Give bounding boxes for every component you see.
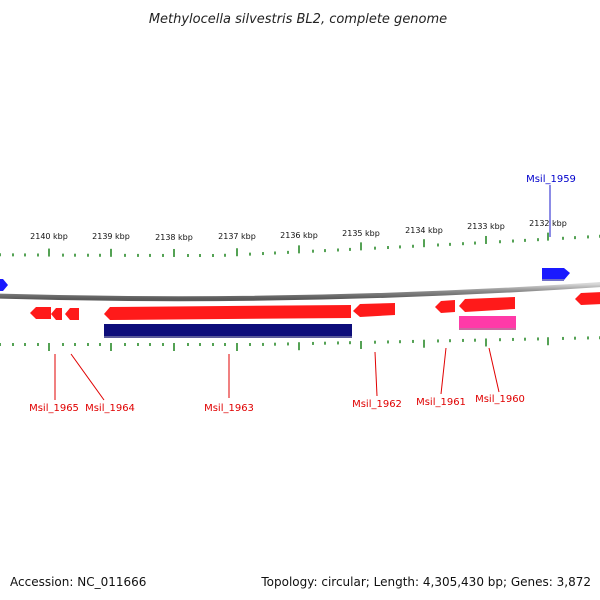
gene-msil-1963[interactable] [104,305,351,320]
genome-backbone [0,282,600,302]
gene-forward-edge[interactable] [0,279,8,291]
accession-text: Accession: NC_011666 [10,575,146,589]
gene-msil-1965a[interactable] [30,307,51,319]
genome-summary-text: Topology: circular; Length: 4,305,430 bp… [260,575,591,589]
forward-strand [0,268,570,291]
label-msil-1963[interactable]: Msil_1963 [204,403,254,414]
gene-msil-1965b[interactable] [51,308,62,320]
scale-label-2138: 2138 kbp [155,233,193,242]
leader-msil-1962 [374,351,378,397]
rna-msil-1960-shadow [459,328,516,330]
leader-msil-1961 [440,347,447,395]
scale-labels: 2140 kbp 2139 kbp 2138 kbp 2137 kbp 2136… [30,219,567,242]
lower-tick-ring [0,336,600,351]
cds-msil-1963[interactable] [104,324,352,337]
reverse-strand [30,292,600,338]
scale-label-2134: 2134 kbp [405,226,443,235]
upper-tick-ring [0,232,600,257]
scale-label-2137: 2137 kbp [218,232,256,241]
gene-msil-1962[interactable] [353,303,395,317]
scale-label-2135: 2135 kbp [342,229,380,238]
gene-msil-1964[interactable] [65,308,79,320]
scale-label-2132: 2132 kbp [529,219,567,228]
gene-msil-1960[interactable] [459,297,515,312]
map-title: Methylocella silvestris BL2, complete ge… [149,12,447,27]
scale-label-2133: 2133 kbp [467,222,505,231]
label-msil-1964[interactable]: Msil_1964 [85,403,135,414]
cds-msil-1963-shadow [104,336,352,338]
gene-reverse-edge[interactable] [575,292,600,305]
label-msil-1965[interactable]: Msil_1965 [29,403,79,414]
scale-label-2136: 2136 kbp [280,231,318,240]
label-msil-1960[interactable]: Msil_1960 [475,394,525,405]
label-msil-1959[interactable]: Msil_1959 [526,174,576,185]
gene-msil-1959-shadow [542,279,564,281]
leader-msil-1960 [488,347,500,393]
gene-msil-1959[interactable] [542,268,570,280]
leader-msil-1964 [70,353,105,401]
gene-msil-1961[interactable] [435,300,455,313]
scale-label-2139: 2139 kbp [92,232,130,241]
label-msil-1962[interactable]: Msil_1962 [352,399,402,410]
gene-labels: Msil_1959 Msil_1960 Msil_1961 Msil_1962 … [29,174,576,414]
label-msil-1961[interactable]: Msil_1961 [416,397,466,408]
scale-label-2140: 2140 kbp [30,232,68,241]
rna-msil-1960[interactable] [459,316,516,329]
